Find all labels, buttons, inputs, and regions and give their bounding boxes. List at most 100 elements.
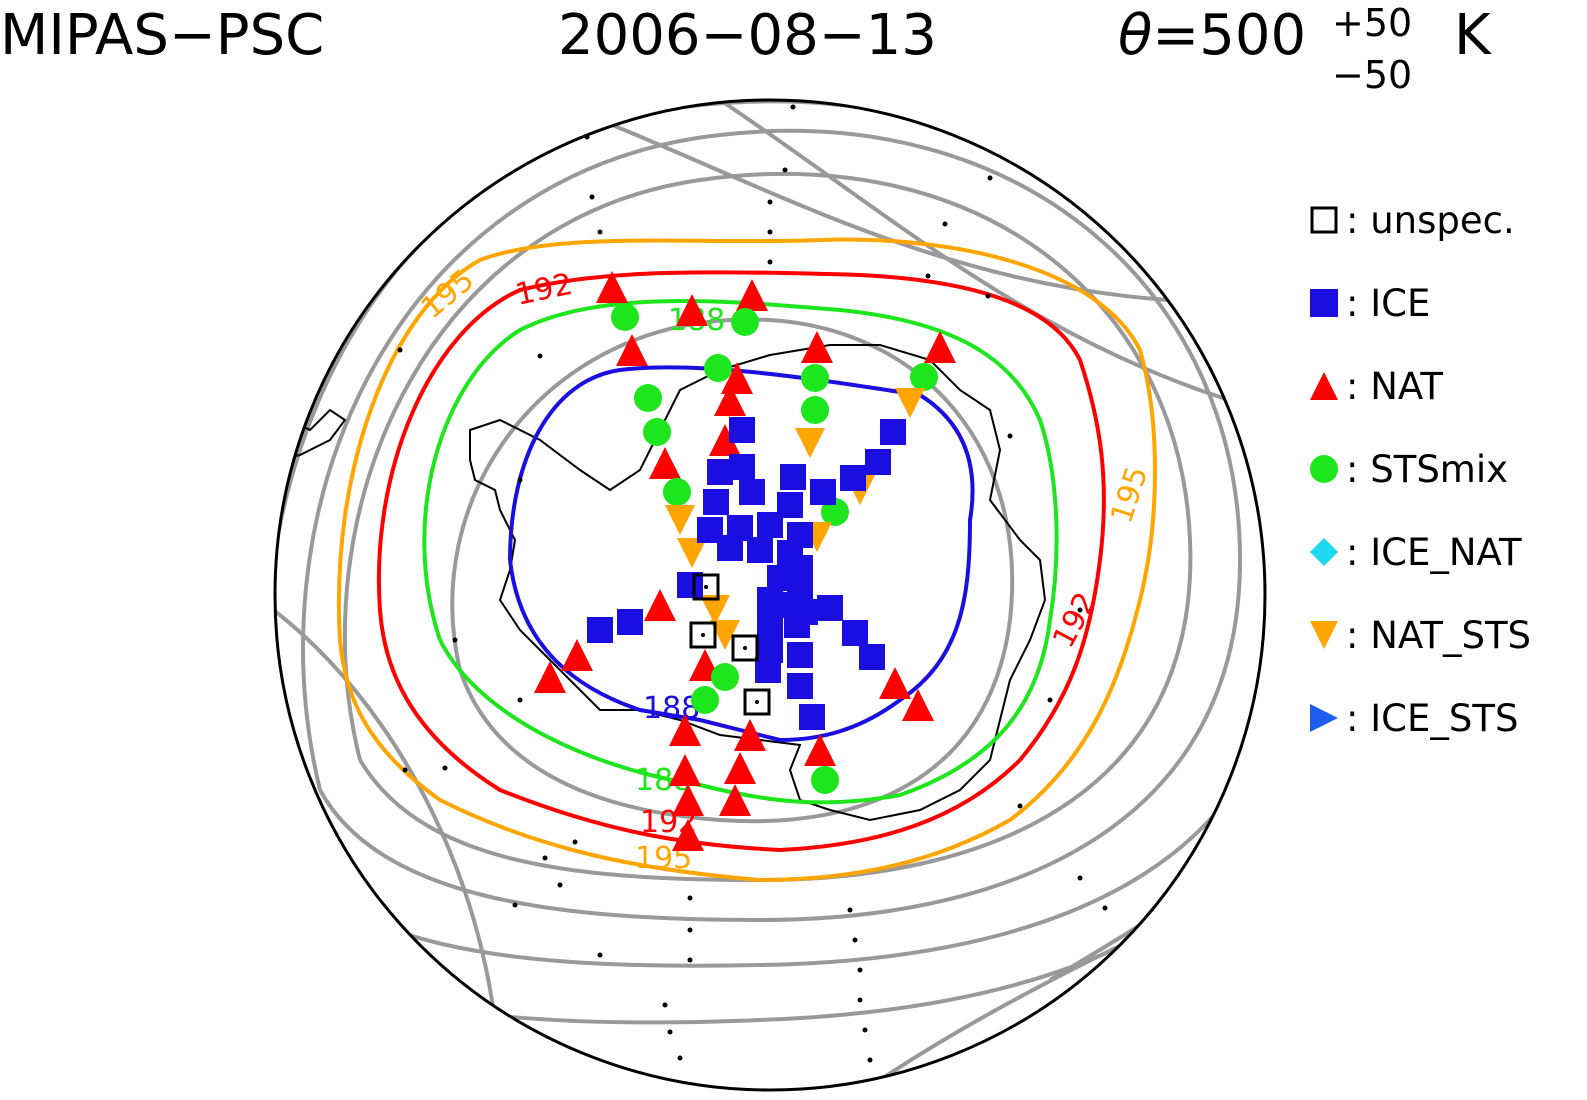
legend-item-nat: : NAT — [1306, 361, 1443, 411]
contour-192-red — [377, 270, 1106, 853]
instrument-title: MIPAS−PSC — [0, 3, 325, 68]
contour-label-orange-right: 195 — [1104, 462, 1155, 527]
nat-marker — [924, 331, 956, 363]
observation-dot — [942, 221, 948, 227]
ice-marker — [840, 465, 866, 491]
observation-dot — [985, 293, 991, 299]
observation-dot — [542, 855, 548, 861]
observation-dot — [767, 229, 773, 235]
observation-dot — [589, 194, 595, 200]
triangle-down-icon — [1310, 621, 1338, 649]
nat-marker — [801, 331, 833, 363]
legend-label: STSmix — [1370, 447, 1509, 491]
nat-marker — [534, 661, 566, 693]
observation-dot — [852, 937, 858, 943]
theta-symbol: θ — [1118, 3, 1153, 68]
nat-marker — [616, 334, 648, 366]
contour-188-green — [422, 299, 1059, 805]
ice-marker — [817, 595, 843, 621]
ice-marker — [739, 479, 765, 505]
observation-dot — [687, 957, 693, 963]
ice-marker — [757, 612, 783, 638]
observation-dot — [402, 767, 408, 773]
observation-dot — [597, 229, 603, 235]
legend-item-ice: : ICE — [1306, 278, 1430, 328]
diamond-icon — [1310, 538, 1338, 566]
observation-dot — [667, 1029, 673, 1035]
ice-marker — [757, 512, 783, 538]
nat-marker — [709, 424, 741, 456]
observation-dot — [847, 907, 853, 913]
header: MIPAS−PSC 2006−08−13 θ=500 +50 −50 K — [0, 0, 1587, 110]
observation-dot — [925, 273, 931, 279]
legend-separator: : — [1346, 613, 1371, 657]
nat-marker — [724, 752, 756, 784]
nat-marker — [804, 734, 836, 766]
legend-label: ICE_STS — [1370, 696, 1519, 740]
triangle-up-icon — [1310, 372, 1338, 400]
theta-upper: +50 — [1332, 1, 1413, 45]
unspec-marker — [692, 573, 720, 601]
observation-dot — [687, 927, 693, 933]
theta-value: =500 — [1152, 3, 1307, 68]
map-interior: 188 188 188 192 192 192 195 195 195 — [275, 100, 1265, 1090]
stsmix-marker — [704, 354, 732, 382]
legend-separator: : — [1346, 696, 1371, 740]
legend-item-ice-sts: : ICE_STS — [1306, 693, 1518, 743]
ice-marker — [787, 673, 813, 699]
legend-label: NAT — [1370, 364, 1443, 408]
legend-separator: : — [1346, 198, 1371, 242]
observation-dots — [397, 104, 1108, 1063]
stsmix-marker — [801, 396, 829, 424]
stsmix-marker — [634, 384, 662, 412]
contour-195-orange — [336, 237, 1157, 883]
ice-marker — [865, 449, 891, 475]
ice-marker — [703, 489, 729, 515]
nat-marker — [736, 279, 768, 311]
theta-lower: −50 — [1332, 53, 1413, 97]
stsmix-marker — [691, 686, 719, 714]
nat-marker — [644, 589, 676, 621]
stsmix-marker — [711, 663, 739, 691]
contour-label-red-top: 192 — [512, 267, 575, 313]
observation-dot — [1007, 433, 1013, 439]
legend-separator: : — [1346, 447, 1371, 491]
observation-dot — [790, 104, 796, 110]
unspec-marker-dot — [743, 646, 747, 650]
date-title: 2006−08−13 — [558, 3, 937, 68]
legend-separator: : — [1346, 364, 1371, 408]
observation-dot — [687, 895, 693, 901]
observation-dot — [782, 167, 788, 173]
observation-dot — [537, 353, 543, 359]
ice-marker — [729, 454, 755, 480]
nat-marker — [714, 384, 746, 416]
unspec-marker — [731, 634, 759, 662]
stsmix-marker — [663, 478, 691, 506]
nat-sts-marker — [795, 428, 825, 458]
open-square-icon — [1310, 206, 1338, 234]
nat-marker — [672, 819, 704, 851]
observation-dot — [557, 882, 563, 888]
legend-label: unspec. — [1370, 198, 1515, 242]
circle-icon — [1310, 455, 1338, 483]
unspec-marker — [743, 688, 771, 716]
observation-dot — [1017, 803, 1023, 809]
legend-separator: : — [1346, 530, 1371, 574]
nat-marker — [719, 784, 751, 816]
ice-marker — [784, 612, 810, 638]
stsmix-marker — [611, 303, 639, 331]
nat-marker — [649, 447, 681, 479]
observation-dot — [512, 902, 518, 908]
unspec-marker-dot — [704, 585, 708, 589]
legend-item-nat-sts: : NAT_STS — [1306, 610, 1531, 660]
ice-marker — [587, 617, 613, 643]
observation-dot — [867, 1057, 873, 1063]
legend-label: NAT_STS — [1370, 613, 1532, 657]
unspec-marker — [689, 621, 717, 649]
nat-marker — [672, 784, 704, 816]
observation-dot — [1077, 607, 1083, 613]
observation-dot — [767, 259, 773, 265]
contour-188-blue — [508, 365, 975, 743]
nat-sts-marker — [895, 388, 925, 418]
nat-marker — [879, 667, 911, 699]
